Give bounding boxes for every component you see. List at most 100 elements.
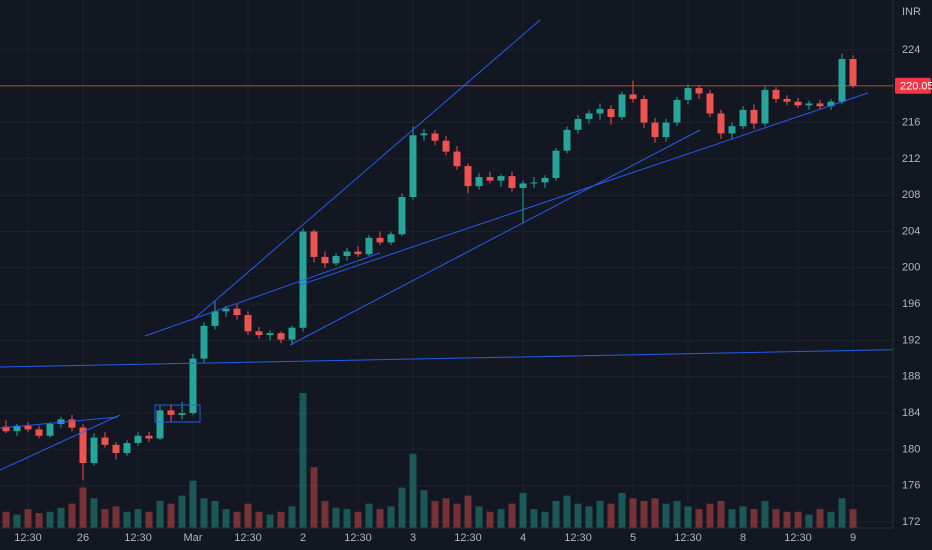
y-tick-label: 172 [902,516,920,528]
x-tick-label: 8 [740,532,746,544]
volume-bar [211,501,219,528]
trend-line [194,19,541,319]
volume-bar [442,498,450,528]
volume-bar [673,501,681,528]
y-tick-label: 180 [902,443,920,455]
candle-body [574,118,582,130]
x-tick-label: 12:30 [564,532,592,544]
volume-bar [145,511,153,528]
candle-body [519,183,527,188]
candle-body [629,94,637,99]
volume-bar [222,509,230,528]
x-tick-label: 26 [77,532,89,544]
candle-body [739,109,747,127]
last-price-box [895,77,931,94]
volume-bar [497,509,505,528]
candle-body [178,413,186,415]
trend-lines [0,19,932,471]
candle-body [695,88,703,94]
volume-bar [35,513,43,528]
candle-body [332,256,340,264]
candle-body [365,237,373,255]
volume-bar [508,503,516,528]
volume-bar [585,506,593,528]
trend-line [144,252,381,337]
candle-body [827,101,835,107]
x-tick-label: 12:30 [14,532,42,544]
candle-body [90,437,98,463]
last-price-label: 220.05 [900,81,932,93]
candle-body [79,427,87,463]
candle-body [299,231,307,328]
candle-body [530,182,538,184]
candle-body [750,109,758,124]
y-tick-label: 216 [902,116,920,128]
volume-bar [552,501,560,528]
volume-bar [629,498,637,528]
candle-body [761,89,769,124]
candle-body [13,425,21,432]
volume-bar [277,511,285,528]
volume-bar [618,492,626,528]
volume-bar [24,509,32,528]
candle-body [541,177,549,183]
volume-bar [420,490,428,528]
x-tick-label: 3 [410,532,416,544]
x-tick-label: 12:30 [784,532,812,544]
candle-body [420,133,428,136]
volume-bar [365,503,373,528]
candle-body [783,98,791,102]
x-tick-label: 9 [850,532,856,544]
candle-body [442,140,450,152]
volume-bar [574,503,582,528]
candle-body [343,251,351,257]
candle-body [387,234,395,243]
volume-bar [541,511,549,528]
x-tick-label: 2 [300,532,306,544]
candle-body [453,151,461,167]
candle-body [101,437,109,445]
candle-body [200,325,208,359]
candle-body [651,122,659,138]
x-tick-label: 12:30 [674,532,702,544]
volume-pane [2,393,857,528]
candle-body [35,429,43,436]
x-tick-label: Mar [184,532,203,544]
volume-bar [596,501,604,528]
candle-body [475,177,483,187]
volume-bar [662,503,670,528]
volume-bar [387,506,395,528]
volume-bar [695,509,703,528]
range-box [154,404,201,423]
candle-body [376,237,384,243]
candle-body [145,435,153,439]
candle-body [552,150,560,178]
volume-bar [321,501,329,528]
volume-bar [2,511,10,528]
trend-line [0,414,121,471]
volume-bar [761,501,769,528]
volume-bar [464,495,472,528]
volume-bar [354,511,362,528]
volume-bar [266,514,274,528]
candle-body [354,251,362,255]
candle-body [156,410,164,439]
volume-bar [189,480,197,528]
candle-body [211,311,219,326]
candle-body [123,443,131,454]
volume-bar [255,511,263,528]
candle-body [640,98,648,123]
candle-body [508,176,516,188]
volume-bar [310,467,318,528]
volume-bar [651,498,659,528]
y-tick-label: 188 [902,371,920,383]
volume-bar [750,509,758,528]
volume-bar [90,498,98,528]
candle-body [717,113,725,134]
volume-bar [68,503,76,528]
candle-body [728,126,736,134]
volume-bar [739,506,747,528]
candle-body [24,425,32,430]
